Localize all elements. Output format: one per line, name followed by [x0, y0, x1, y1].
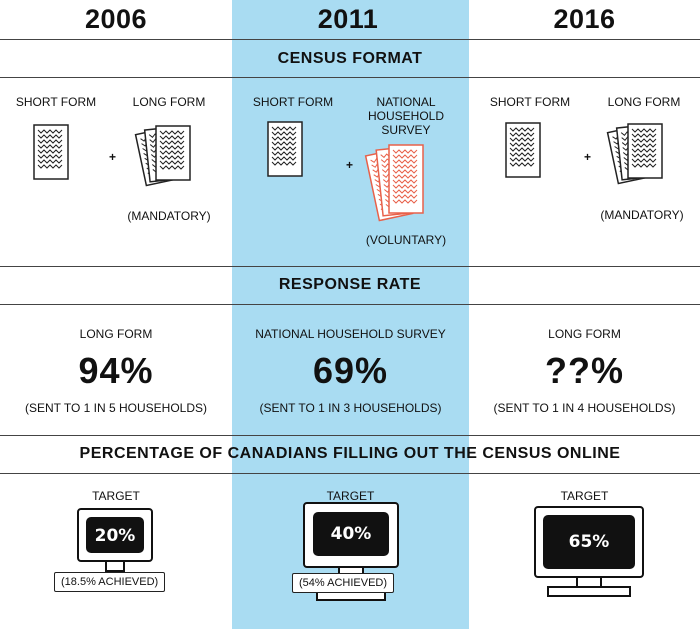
response-note-2016: (SENT TO 1 IN 4 HOUSEHOLDS)	[493, 401, 676, 415]
form-note-2016: (MANDATORY)	[600, 208, 684, 222]
plus-2016: +	[584, 150, 592, 164]
divider	[0, 39, 700, 40]
response-value-2006: 94%	[78, 350, 154, 391]
online-label-2016: TARGET	[560, 489, 609, 503]
online-label-2011: TARGET	[326, 489, 375, 503]
response-value-2016: ??%	[545, 350, 624, 391]
plus-2006: +	[109, 150, 117, 164]
long-form-icon	[606, 123, 663, 185]
online-value-2011: 40%	[330, 524, 372, 544]
computer-icon	[534, 506, 644, 597]
response-note-2011: (SENT TO 1 IN 3 HOUSEHOLDS)	[259, 401, 442, 415]
divider	[0, 435, 700, 436]
divider	[0, 473, 700, 474]
national-household-survey-form-icon	[364, 144, 424, 222]
response-note-2006: (SENT TO 1 IN 5 HOUSEHOLDS)	[24, 401, 208, 415]
form-a-label-2011: SHORT FORM	[252, 95, 334, 109]
form-a-label-2016: SHORT FORM	[489, 95, 571, 109]
year-2011: 2011	[317, 4, 379, 34]
form-b-label-2011: NATIONAL HOUSEHOLD SURVEY	[367, 95, 444, 137]
divider	[0, 77, 700, 78]
response-value-2011: 69%	[312, 350, 389, 391]
response-label-2016: LONG FORM	[548, 327, 621, 341]
year-2016: 2016	[553, 4, 616, 34]
section-title-response-rate: RESPONSE RATE	[278, 276, 422, 293]
computer-icon	[303, 502, 399, 601]
short-form-icon	[505, 122, 541, 178]
online-label-2006: TARGET	[92, 489, 140, 503]
online-value-2006: 20%	[94, 526, 136, 546]
section-title-census-format: CENSUS FORMAT	[277, 50, 423, 67]
year-2006: 2006	[84, 4, 148, 34]
online-value-2016: 65%	[568, 532, 610, 552]
form-b-label-2006: LONG FORM	[132, 95, 206, 109]
form-note-2011: (VOLUNTARY)	[365, 233, 447, 247]
form-a-label-2006: SHORT FORM	[15, 95, 97, 109]
response-label-2006: LONG FORM	[79, 327, 153, 341]
divider	[0, 266, 700, 267]
short-form-icon	[33, 124, 69, 180]
long-form-icon	[134, 125, 191, 187]
section-title-online: PERCENTAGE OF CANADIANS FILLING OUT THE …	[79, 445, 621, 462]
form-note-2006: (MANDATORY)	[127, 209, 211, 223]
divider	[0, 304, 700, 305]
achieved-badge-2006: (18.5% ACHIEVED)	[54, 572, 166, 592]
computer-icon	[77, 508, 153, 572]
short-form-icon	[267, 121, 303, 177]
form-b-label-2016: LONG FORM	[607, 95, 681, 109]
achieved-badge-2011: (54% ACHIEVED)	[292, 573, 395, 593]
response-label-2011: NATIONAL HOUSEHOLD SURVEY	[255, 327, 446, 341]
plus-2011: +	[346, 158, 354, 172]
